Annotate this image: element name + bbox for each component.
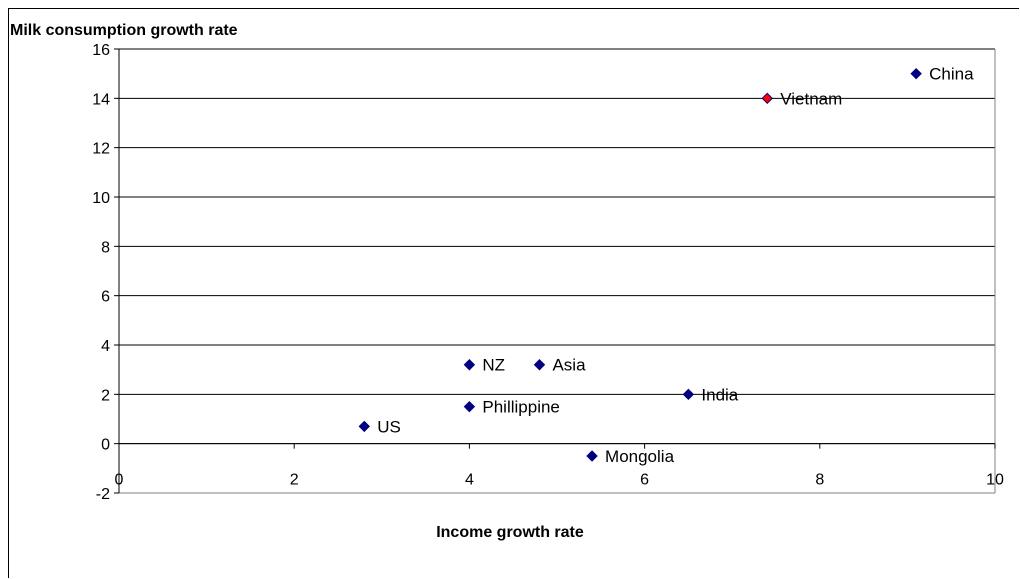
data-points: US NZ Phillippine Asia Mongolia India Vietnam C…	[358, 65, 974, 466]
data-point-label: Asia	[552, 356, 586, 375]
data-point-marker	[910, 67, 922, 80]
x-tick-label: 10	[986, 472, 1004, 489]
y-tick-label: 2	[101, 387, 110, 404]
x-tick-label: 6	[640, 472, 649, 489]
y-tick-label: 12	[92, 141, 110, 158]
data-point-marker	[586, 450, 598, 462]
data-point-label: Mongolia	[605, 447, 675, 466]
data-point-marker	[358, 420, 370, 433]
data-point-marker	[682, 388, 695, 401]
chart-frame	[8, 8, 1019, 578]
data-point-label: Vietnam	[780, 89, 842, 108]
data-point-marker	[463, 359, 476, 371]
data-point-marker	[761, 92, 773, 105]
data-point-label: NZ	[482, 356, 505, 375]
data-point-label: US	[377, 417, 401, 436]
y-tick-label: 10	[92, 190, 110, 207]
gridlines	[119, 48, 995, 445]
data-point-marker	[463, 400, 476, 413]
y-axis-title: Milk consumption growth rate	[10, 22, 238, 39]
data-point-label: India	[701, 385, 738, 404]
y-tick-label: 0	[101, 437, 110, 454]
axes	[114, 48, 996, 494]
y-tick-label: 8	[101, 239, 110, 256]
data-point-marker	[533, 359, 546, 371]
y-tick-label: 16	[92, 42, 110, 59]
data-point-label: China	[929, 65, 974, 84]
y-tick-label: 6	[101, 289, 110, 306]
y-tick-label: 14	[92, 91, 110, 108]
x-tick-label: 2	[290, 472, 299, 489]
x-tick-label: 8	[815, 472, 824, 489]
x-tick-label: 4	[465, 472, 474, 489]
tick-labels: -2 0 2 4 6 8 10 12 14 16 0 2 4 6 8 10	[92, 42, 1004, 503]
data-point-label: Phillippine	[482, 398, 560, 417]
x-axis-title: Income growth rate	[436, 524, 584, 541]
y-tick-label: -2	[96, 486, 110, 503]
y-tick-label: 4	[101, 338, 110, 355]
x-tick-label: 0	[115, 472, 124, 489]
